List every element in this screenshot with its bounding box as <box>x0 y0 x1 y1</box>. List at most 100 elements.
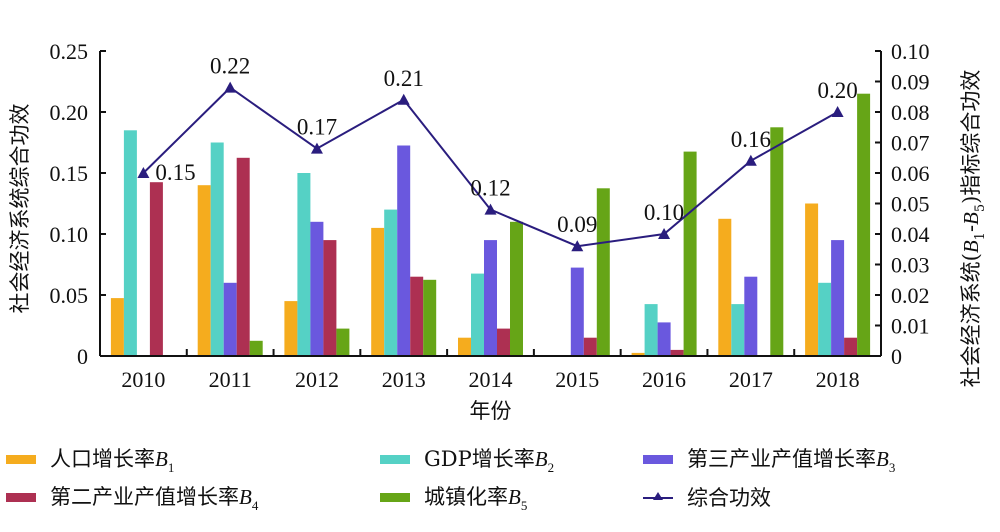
legend-label: 人口增长率B1 <box>50 446 175 475</box>
right-title-b5: B <box>959 212 983 225</box>
legend-label: 综合功效 <box>687 486 771 510</box>
y-left-tick-label: 0.05 <box>50 283 89 308</box>
right-title-sub5: 5 <box>973 204 988 212</box>
bar-5-2013 <box>423 279 437 357</box>
bar-1-2013 <box>371 227 385 356</box>
legend-item-b3: 第三产业产值增长率B3 <box>643 442 895 476</box>
x-tick-label: 2017 <box>729 367 773 392</box>
line-marker-2017 <box>744 154 757 166</box>
line-data-label-2017: 0.16 <box>731 127 771 152</box>
bar-3-2012 <box>310 221 324 356</box>
x-tick-label: 2012 <box>295 367 339 392</box>
legend-swatch <box>380 454 410 464</box>
right-title-sub1: 1 <box>973 232 988 240</box>
right-title-suffix: )指标综合功效 <box>959 70 983 204</box>
line-data-label-2010: 0.15 <box>155 160 195 185</box>
y-right-tick-label: 0.10 <box>891 39 930 64</box>
bar-1-2018 <box>805 203 819 356</box>
line-data-label-2014: 0.12 <box>470 176 510 201</box>
legend-swatch <box>6 454 36 464</box>
combo-chart: 0.15 0.22 0.17 0.21 0.12 0.09 0.10 0.16 0.20 0 0.… <box>8 39 988 423</box>
legend-item-b4: 第二产业产值增长率B4 <box>6 480 258 514</box>
line-data-label-2013: 0.21 <box>384 66 424 91</box>
bar-5-2017 <box>770 127 784 356</box>
bar-1-2011 <box>197 185 211 356</box>
bar-4-2013 <box>410 276 424 356</box>
y-right-tick-label: 0.06 <box>891 161 930 186</box>
bar-4-2011 <box>236 157 250 357</box>
x-axis-title: 年份 <box>470 399 512 423</box>
y-right-tick-label: 0.08 <box>891 100 930 125</box>
x-tick-label: 2016 <box>642 367 686 392</box>
line-marker-2018 <box>831 106 844 117</box>
line-marker-2015 <box>571 240 584 252</box>
bar-4-2016 <box>670 349 684 356</box>
bar-5-2016 <box>683 151 697 356</box>
bar-4-2014 <box>497 328 510 356</box>
bars-layer <box>110 93 871 357</box>
legend-line-marker-icon <box>643 491 673 503</box>
bar-5-2011 <box>249 340 263 357</box>
x-tick-label: 2013 <box>382 367 426 392</box>
bar-3-2017 <box>744 276 758 356</box>
x-tick-label: 2010 <box>121 367 165 392</box>
bar-5-2012 <box>336 328 350 356</box>
legend-item-b2: GDP增长率B2 <box>380 442 554 476</box>
x-tick-label: 2015 <box>555 367 599 392</box>
legend-swatch <box>6 492 36 502</box>
bar-2-2014 <box>471 273 484 356</box>
y-right-tick-label: 0.02 <box>891 283 930 308</box>
y-right-tick-label: 0.01 <box>891 314 930 339</box>
y-axis-left-title: 社会经济系统综合功效 <box>8 104 32 314</box>
legend-item-line: 综合功效 <box>643 480 771 514</box>
bar-2-2016 <box>644 304 658 356</box>
legend-swatch <box>643 454 673 464</box>
line-marker-2014 <box>484 203 497 215</box>
bar-4-2015 <box>583 337 597 356</box>
legend-item-b1: 人口增长率B1 <box>6 442 174 476</box>
legend-swatch <box>380 492 410 502</box>
right-title-prefix: 社会经济系统( <box>959 253 983 387</box>
bar-3-2018 <box>831 240 845 356</box>
bar-5-2018 <box>857 93 871 356</box>
y-left-tick-label: 0.20 <box>50 100 89 125</box>
y-axis-right-title: 社会经济系统(B1-B5)指标综合功效 <box>959 70 988 388</box>
right-title-b1: B <box>959 240 983 253</box>
line-data-label-2018: 0.20 <box>817 78 857 103</box>
bar-3-2016 <box>657 322 671 356</box>
bar-4-2018 <box>844 337 858 356</box>
line-data-label-2015: 0.09 <box>557 212 597 237</box>
y-left-tick-label: 0.15 <box>50 161 89 186</box>
bar-3-2013 <box>397 145 411 356</box>
bar-2-2018 <box>818 282 832 356</box>
axes-layer: 0 0.05 0.10 0.15 0.20 0.25 0 0.01 0.02 0.03 0.04 0.… <box>50 39 930 392</box>
bar-2-2011 <box>210 142 224 356</box>
line-marker-2011 <box>224 81 237 93</box>
x-tick-label: 2011 <box>209 367 252 392</box>
line-marker-2012 <box>310 142 323 154</box>
bar-1-2010 <box>110 298 124 356</box>
bar-5-2015 <box>596 188 610 356</box>
bar-1-2016 <box>631 352 645 356</box>
right-title-dash: - <box>959 225 983 232</box>
bar-2-2012 <box>297 173 311 356</box>
legend-label: 第二产业产值增长率B4 <box>50 484 259 513</box>
bar-2-2013 <box>384 209 398 356</box>
x-tick-label: 2018 <box>816 367 860 392</box>
y-right-tick-label: 0.09 <box>891 70 930 95</box>
legend-label: 城镇化率B5 <box>424 484 528 513</box>
bar-3-2011 <box>223 282 237 356</box>
bar-5-2014 <box>510 221 523 356</box>
line-data-label-2011: 0.22 <box>210 54 250 79</box>
bar-2-2010 <box>123 130 137 356</box>
legend-label: GDP增长率B2 <box>424 446 555 475</box>
legend: 人口增长率B1 GDP增长率B2 第三产业产值增长率B3 第二产业产值增长率B4 城镇化… <box>0 438 1000 528</box>
bar-1-2014 <box>458 337 471 356</box>
y-right-tick-label: 0 <box>891 344 902 369</box>
y-left-tick-label: 0.25 <box>50 39 89 64</box>
bar-1-2017 <box>718 218 732 357</box>
line-data-label-2012: 0.17 <box>297 115 337 140</box>
y-right-tick-label: 0.05 <box>891 192 930 217</box>
bar-4-2012 <box>323 240 337 356</box>
